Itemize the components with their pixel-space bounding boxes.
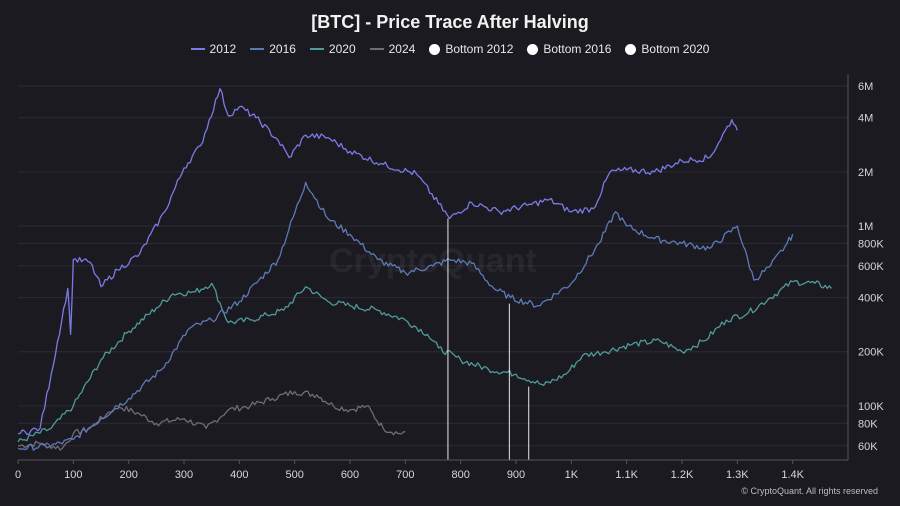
x-tick-label: 300 — [175, 469, 193, 481]
y-tick-label: 2M — [858, 167, 873, 179]
x-tick-label: 100 — [64, 469, 82, 481]
x-tick-label: 1.4K — [781, 469, 804, 481]
x-axis: 0 100 200 300 400 500 600 700 800 900 1K 1.1K 1.2K 1.… — [15, 459, 848, 481]
legend-label-2024: 2024 — [388, 42, 416, 56]
legend-swatch-2020 — [309, 48, 324, 50]
legend-label-bottom-2012: Bottom 2012 — [445, 42, 514, 56]
x-tick-label: 400 — [230, 469, 248, 481]
legend-swatch-2012 — [190, 48, 205, 50]
x-tick-label: 1K — [565, 469, 579, 481]
y-axis: 60K 80K 100K 200K 400K 600K 800K 1M 2M 4M 6M — [847, 74, 884, 460]
x-tick-label: 200 — [119, 469, 137, 481]
y-tick-label: 200K — [858, 347, 884, 359]
x-tick-label: 1.2K — [671, 469, 694, 481]
y-tick-label: 6M — [858, 81, 873, 93]
legend-dot-bottom-2016 — [527, 43, 539, 55]
series-line-2024[interactable] — [17, 390, 406, 451]
legend-dot-bottom-2020 — [625, 43, 637, 55]
x-tick-label: 800 — [451, 469, 469, 481]
y-tick-label: 400K — [858, 293, 884, 305]
x-tick-label: 700 — [396, 469, 414, 481]
legend-label-bottom-2016: Bottom 2016 — [543, 42, 612, 56]
legend-swatch-2024 — [369, 48, 384, 50]
x-tick-label: 1.3K — [726, 469, 749, 481]
legend-item-2024[interactable]: 2024 — [369, 42, 416, 56]
y-tick-label: 80K — [858, 418, 878, 430]
y-tick-label: 1M — [858, 221, 873, 233]
legend: 2012 2016 2020 2024 Bottom 2012 Bottom 2… — [0, 42, 900, 56]
legend-swatch-2016 — [250, 48, 265, 50]
x-tick-label: 500 — [285, 469, 303, 481]
series-line-2016[interactable] — [17, 181, 794, 451]
grid — [18, 85, 848, 447]
legend-label-bottom-2020: Bottom 2020 — [641, 42, 710, 56]
copyright-credit: © CryptoQuant. All rights reserved — [741, 486, 878, 496]
bottom-markers — [447, 218, 530, 460]
legend-label-2016: 2016 — [269, 42, 296, 56]
watermark: CryptoQuant — [329, 242, 537, 280]
legend-item-bottom-2016[interactable]: Bottom 2016 — [527, 42, 611, 56]
legend-label-2020: 2020 — [328, 42, 356, 56]
y-tick-label: 800K — [858, 238, 884, 250]
x-tick-label: 600 — [341, 469, 359, 481]
series-line-2012[interactable] — [17, 88, 738, 435]
series-layer — [17, 88, 832, 451]
legend-item-bottom-2020[interactable]: Bottom 2020 — [625, 42, 709, 56]
x-tick-label: 0 — [15, 469, 21, 481]
legend-item-bottom-2012[interactable]: Bottom 2012 — [429, 42, 513, 56]
x-tick-label: 900 — [507, 469, 525, 481]
x-tick-label: 1.1K — [615, 469, 638, 481]
legend-item-2020[interactable]: 2020 — [309, 42, 356, 56]
chart-title: [BTC] - Price Trace After Halving — [311, 12, 589, 32]
legend-item-2016[interactable]: 2016 — [250, 42, 296, 56]
legend-label-2012: 2012 — [209, 42, 237, 56]
legend-item-2012[interactable]: 2012 — [190, 42, 237, 56]
y-tick-label: 100K — [858, 401, 884, 413]
series-line-2020[interactable] — [17, 280, 832, 443]
legend-dot-bottom-2012 — [429, 43, 441, 55]
y-tick-label: 4M — [858, 113, 873, 125]
y-tick-label: 600K — [858, 261, 884, 273]
y-tick-label: 60K — [858, 441, 878, 453]
